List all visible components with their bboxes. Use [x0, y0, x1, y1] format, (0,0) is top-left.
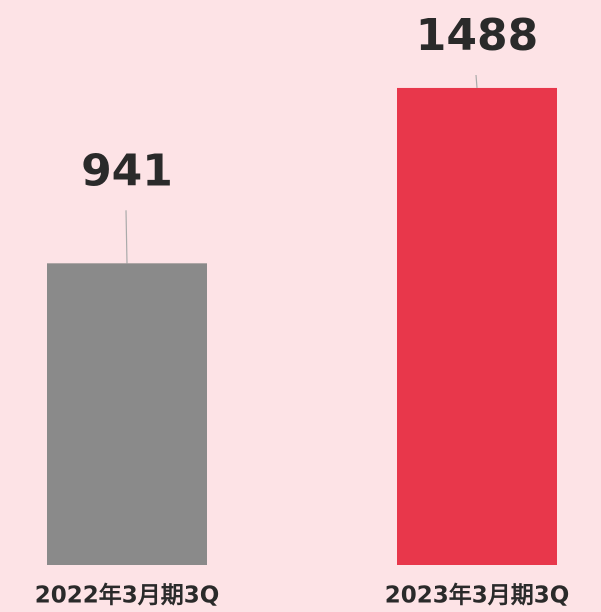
bar — [47, 263, 207, 565]
x-tick-label: 2023年3月期3Q — [385, 582, 570, 609]
value-label: 941 — [81, 145, 173, 196]
leader-line — [125, 210, 128, 264]
x-tick-label: 2022年3月期3Q — [35, 582, 220, 609]
value-label: 1488 — [416, 10, 538, 61]
leader-line — [475, 74, 478, 88]
bar — [397, 87, 557, 565]
